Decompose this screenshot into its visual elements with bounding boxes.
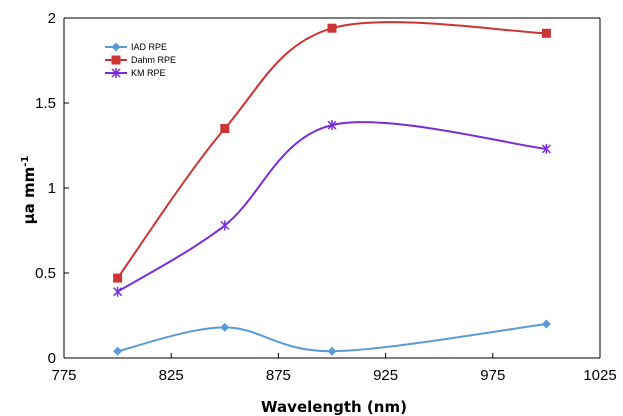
y-axis-ticks: 0 0.5 1 1.5 2 (35, 10, 69, 367)
legend-swatch-marker (111, 42, 121, 52)
series-km-rpe (113, 120, 551, 297)
legend-label: KM RPE (131, 68, 166, 78)
x-tick-label: 775 (51, 367, 76, 384)
x-tick-label: 875 (266, 367, 291, 384)
data-point-iad-rpe (220, 322, 230, 332)
x-axis-title: Wavelength (nm) (261, 398, 407, 416)
data-point-km-rpe (220, 220, 230, 231)
legend-swatch-marker (111, 68, 121, 78)
y-axis-title-main: μa mm (20, 167, 38, 225)
series-line-km-rpe (117, 121, 547, 293)
x-tick-label: 925 (373, 367, 398, 384)
data-point-iad-rpe (113, 346, 123, 356)
y-tick-label: 2 (48, 10, 56, 27)
y-tick-label: 0 (48, 350, 56, 367)
series-line-iad-rpe (117, 323, 547, 353)
series-iad-rpe (113, 319, 551, 356)
legend-item-km-rpe: KM RPE (105, 68, 166, 78)
legend-item-iad-rpe: IAD RPE (105, 42, 167, 52)
y-axis-title: μa mm-1 (20, 156, 38, 225)
data-point-dahm-rpe (113, 273, 123, 283)
legend: IAD RPE Dahm RPE KM RPE (105, 42, 176, 78)
legend-label: IAD RPE (131, 42, 167, 52)
x-tick-label: 1025 (583, 367, 616, 384)
data-point-km-rpe (327, 120, 337, 131)
data-point-km-rpe (113, 286, 123, 297)
x-tick-label: 975 (480, 367, 505, 384)
data-point-dahm-rpe (327, 23, 337, 33)
y-axis-title-superscript: -1 (20, 156, 31, 167)
legend-swatch-marker (111, 55, 121, 65)
series-line-dahm-rpe (116, 21, 547, 279)
legend-label: Dahm RPE (131, 55, 176, 65)
data-point-iad-rpe (541, 319, 551, 329)
series-dahm-rpe (113, 21, 551, 283)
series-layer (113, 21, 551, 356)
data-point-iad-rpe (327, 346, 337, 356)
data-point-dahm-rpe (541, 28, 551, 38)
plot-frame (63, 17, 601, 359)
data-point-km-rpe (541, 143, 551, 154)
data-point-dahm-rpe (220, 124, 230, 133)
y-tick-label: 1.5 (35, 95, 56, 112)
legend-item-dahm-rpe: Dahm RPE (105, 55, 176, 65)
y-tick-label: 0.5 (35, 265, 56, 282)
x-tick-label: 825 (159, 367, 184, 384)
y-tick-label: 1 (48, 180, 56, 197)
x-axis-ticks: 775 825 875 925 975 1025 (51, 353, 617, 384)
